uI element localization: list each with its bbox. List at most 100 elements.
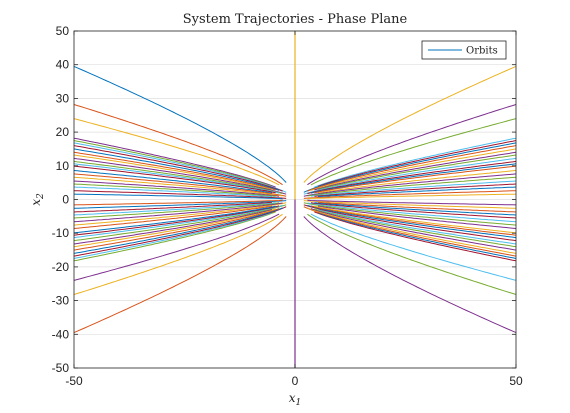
trajectory-line <box>310 118 517 186</box>
trajectory-line <box>73 148 280 191</box>
trajectory-line <box>310 202 517 219</box>
y-tick-label: 50 <box>56 24 70 38</box>
axis-ticks <box>73 30 517 369</box>
trajectory-line <box>317 186 517 198</box>
trajectory-line <box>317 205 517 229</box>
trajectory-line <box>73 208 280 251</box>
y-tick-label: -30 <box>52 294 70 308</box>
trajectory-line <box>303 202 517 226</box>
y-tick-label: 20 <box>56 125 70 139</box>
trajectory-line <box>73 183 276 197</box>
legend: Orbits <box>421 40 507 60</box>
trajectory-line <box>73 157 287 195</box>
y-tick-label: -40 <box>52 327 70 341</box>
trajectory-line <box>314 205 517 234</box>
trajectory-line <box>73 202 276 216</box>
trajectory-line <box>314 208 517 248</box>
trajectory-line <box>73 118 280 186</box>
chart-title: System Trajectories - Phase Plane <box>183 12 408 27</box>
trajectory-line <box>303 216 517 334</box>
legend-entry-orbits: Orbits <box>466 46 498 57</box>
x-axis-label-sub: 1 <box>296 398 302 408</box>
trajectory-line <box>303 65 517 183</box>
trajectory-line <box>73 216 287 334</box>
y-tick-label: 0 <box>62 193 69 207</box>
trajectory-line <box>307 213 517 295</box>
trajectory-line <box>73 145 283 192</box>
trajectory-line <box>303 157 517 195</box>
y-tick-label: 10 <box>56 159 70 173</box>
trajectory-line <box>73 213 283 295</box>
x-tick-label: 0 <box>292 374 299 388</box>
x-tick-label: 50 <box>509 374 523 388</box>
trajectory-line <box>314 165 517 194</box>
trajectory-line <box>73 211 276 262</box>
trajectory-line <box>303 204 517 242</box>
trajectory-line <box>314 151 517 191</box>
trajectory-line <box>73 151 276 191</box>
trajectory-line <box>73 213 280 281</box>
trajectory-line <box>317 209 517 245</box>
trajectory-line <box>314 137 517 188</box>
trajectory-line <box>73 207 283 254</box>
trajectory-line <box>303 200 517 209</box>
trajectory-line <box>73 208 276 248</box>
trajectory-line <box>73 202 287 226</box>
y-tick-label: -50 <box>52 361 70 375</box>
trajectory-line <box>73 193 283 200</box>
trajectory-line <box>73 154 273 190</box>
trajectory-line <box>307 202 517 223</box>
trajectory-line <box>73 160 283 195</box>
trajectory-line <box>317 170 517 194</box>
x-tick-label: -50 <box>65 374 83 388</box>
trajectory-line <box>310 205 517 236</box>
trajectory-line <box>73 199 283 206</box>
y-axis-label-main: x <box>29 199 43 206</box>
legend-box <box>421 40 507 60</box>
plot-area <box>73 30 517 369</box>
trajectory-line <box>73 190 287 199</box>
trajectory-line <box>310 163 517 194</box>
trajectory-line <box>73 205 276 234</box>
trajectory-line <box>73 202 283 223</box>
trajectory-line <box>307 104 517 186</box>
y-axis-label: x2 <box>29 193 46 206</box>
trajectory-line <box>73 201 273 213</box>
trajectory-line <box>310 213 517 281</box>
trajectory-line <box>314 211 517 262</box>
trajectory-line <box>73 204 283 239</box>
trajectory-curves <box>73 31 517 368</box>
trajectory-line <box>310 148 517 191</box>
trajectory-line <box>307 199 517 206</box>
trajectory-line <box>73 205 273 229</box>
trajectory-line <box>73 170 273 194</box>
trajectory-line <box>73 209 273 245</box>
trajectory-line <box>73 200 287 209</box>
trajectory-line <box>310 208 517 251</box>
trajectory-line <box>307 160 517 195</box>
y-tick-label: 40 <box>56 58 70 72</box>
y-tick-label: -20 <box>52 260 70 274</box>
trajectory-line <box>303 190 517 199</box>
trajectory-line <box>314 183 517 197</box>
trajectory-line <box>317 140 517 187</box>
trajectory-line <box>73 165 276 194</box>
trajectory-line <box>303 173 517 197</box>
trajectory-line <box>73 206 287 257</box>
trajectory-line <box>317 201 517 213</box>
trajectory-line <box>303 206 517 257</box>
trajectory-line <box>314 202 517 216</box>
trajectory-line <box>317 212 517 259</box>
y-axis-label-sub: 2 <box>36 193 46 200</box>
trajectory-line <box>310 180 517 197</box>
x-axis-label-main: x <box>289 391 296 405</box>
trajectory-line <box>73 137 276 188</box>
trajectory-line <box>73 204 287 242</box>
trajectory-line <box>73 163 280 194</box>
trajectory-line <box>73 180 280 197</box>
trajectory-line <box>307 145 517 192</box>
trajectory-line <box>73 205 280 236</box>
trajectory-line <box>73 186 273 198</box>
trajectory-line <box>73 140 273 187</box>
